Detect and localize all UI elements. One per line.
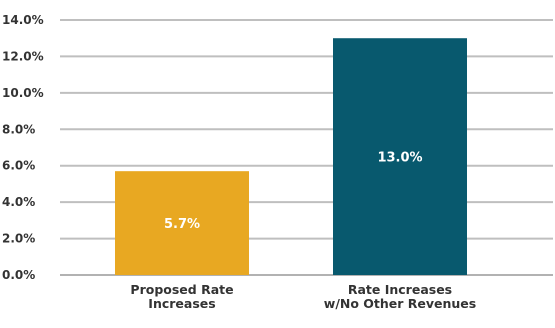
y-tick-label: 0.0%: [2, 268, 35, 282]
y-tick-label: 10.0%: [2, 86, 44, 100]
y-tick-label: 4.0%: [2, 195, 35, 209]
bar-value-label: 13.0%: [377, 151, 422, 166]
y-tick-label: 12.0%: [2, 49, 44, 63]
bar-value-label: 5.7%: [164, 217, 200, 232]
x-axis: Proposed Rate Increases Rate Increases w/No…: [130, 282, 476, 311]
x-category-label: Rate Increases w/No Other Revenues: [324, 282, 476, 311]
y-tick-label: 2.0%: [2, 232, 35, 246]
bars: [115, 38, 467, 275]
y-tick-label: 14.0%: [2, 13, 44, 27]
data-labels: 5.7% 13.0%: [164, 151, 423, 232]
bar: [333, 38, 467, 275]
x-category-label: Proposed Rate Increases: [130, 282, 233, 311]
y-tick-label: 6.0%: [2, 159, 35, 173]
bar: [115, 171, 249, 275]
y-axis: 0.0% 2.0% 4.0% 6.0% 8.0% 10.0% 12.0% 14.0%: [2, 13, 44, 282]
y-tick-label: 8.0%: [2, 122, 35, 136]
